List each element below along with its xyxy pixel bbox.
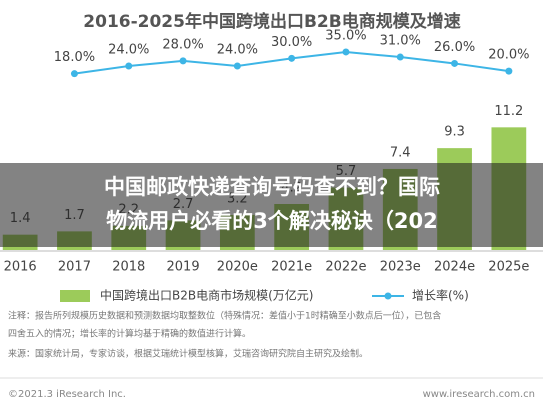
footer-left: ©2021.3 iResearch Inc.	[8, 389, 126, 400]
x-tick-label: 2025e	[488, 260, 529, 275]
growth-value-label: 18.0%	[54, 50, 95, 65]
bar-value-label: 7.4	[390, 145, 411, 160]
x-tick-label: 2022e	[325, 260, 366, 275]
growth-point	[179, 57, 187, 65]
x-tick-label: 2023e	[380, 260, 421, 275]
overlay-text[interactable]: 中国邮政快递查询号码查不到？国际	[104, 175, 440, 199]
x-tick-label: 2020e	[217, 260, 258, 275]
overlay-text[interactable]: 物流用户必看的3个解决秘诀（202	[106, 209, 437, 233]
note: 来源：国家统计局，专家访谈，根据艾瑞统计模型核算，艾瑞咨询研究院自主研究及绘制。	[8, 348, 368, 360]
x-tick-label: 2024e	[434, 260, 475, 275]
growth-point	[396, 53, 404, 61]
growth-point	[505, 67, 513, 75]
growth-value-label: 28.0%	[162, 37, 203, 52]
growth-value-label: 30.0%	[271, 35, 312, 50]
legend-label: 增长率(%)	[412, 288, 469, 303]
note: 四舍五入的情况；增长率的计算均基于精确的数值进行计算。	[8, 328, 251, 340]
growth-point	[342, 48, 350, 56]
growth-value-label: 24.0%	[108, 43, 149, 58]
x-tick-label: 2018	[112, 260, 145, 275]
x-tick-label: 2019	[167, 260, 200, 275]
x-tick-label: 2021e	[271, 260, 312, 275]
legend-label: 中国跨境出口B2B电商市场规模(万亿元)	[100, 288, 313, 303]
growth-point	[451, 59, 459, 67]
growth-point	[233, 62, 241, 70]
growth-value-label: 26.0%	[434, 40, 475, 55]
legend-swatch	[60, 290, 90, 302]
footer-right: www.iresearch.com.cn	[423, 389, 535, 400]
x-tick-label: 2016	[4, 260, 37, 275]
x-tick-label: 2017	[58, 260, 91, 275]
growth-point	[288, 54, 296, 62]
overlay-band	[0, 163, 543, 247]
bar-value-label: 11.2	[494, 104, 523, 119]
growth-point	[125, 62, 133, 70]
growth-value-label: 35.0%	[325, 28, 366, 43]
legend: 中国跨境出口B2B电商市场规模(万亿元) 增长率(%)	[60, 288, 469, 303]
growth-value-label: 31.0%	[380, 34, 421, 49]
legend-swatch	[384, 292, 392, 300]
growth-point	[70, 70, 78, 78]
note: 注释：报告所列规模历史数据和预测数据均取整数位（特殊情况：差值小于1时精确至小数…	[8, 310, 441, 322]
growth-value-label: 24.0%	[217, 43, 258, 58]
chart-title: 2016-2025年中国跨境出口B2B电商规模及增速	[83, 11, 460, 32]
growth-value-label: 20.0%	[488, 48, 529, 63]
bar-value-label: 9.3	[444, 125, 465, 140]
